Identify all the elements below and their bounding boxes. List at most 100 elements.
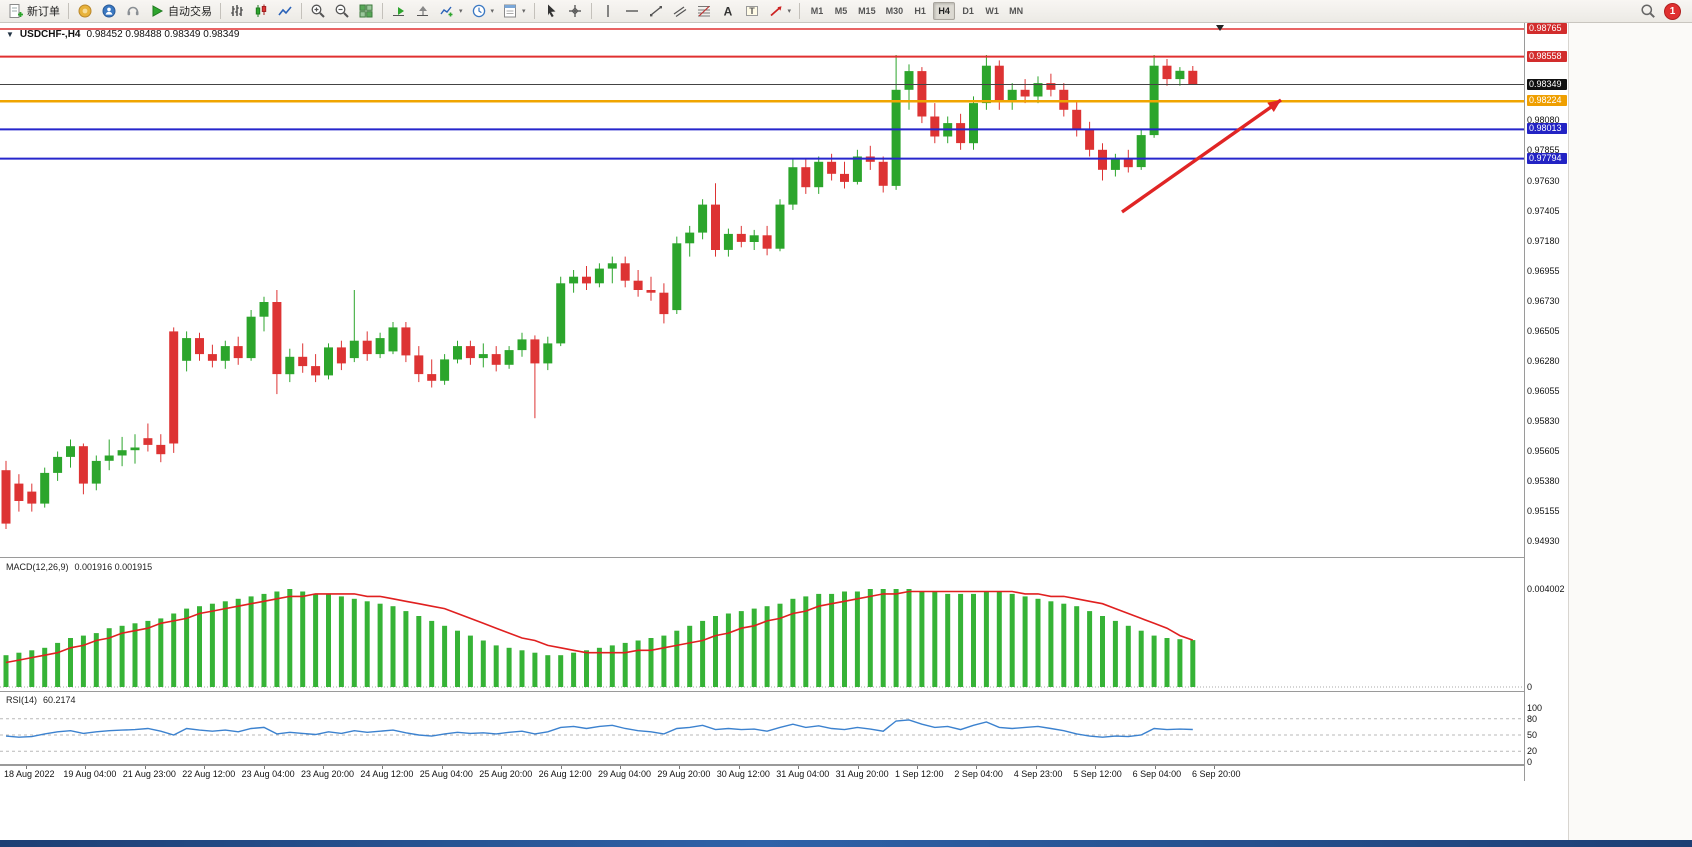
label-icon: T [745,6,758,16]
macd-bar [1125,625,1131,687]
label-button[interactable]: T [741,1,763,21]
macd-bar [700,620,706,687]
macd-bar [364,601,370,687]
cursor-button[interactable] [540,1,562,21]
scale-grid-label: 0.95605 [1527,446,1560,456]
symbol-dropdown-icon[interactable]: ▼ [6,30,14,39]
timeframe-m15[interactable]: M15 [854,2,880,20]
time-axis-tick [501,766,503,769]
candle-body [91,460,101,484]
macd-bar [906,589,912,687]
time-axis-tick [1214,766,1215,769]
macd-bar [42,647,48,687]
scale-grid-label: 100 [1527,703,1543,713]
macd-bar [132,623,138,687]
bottom-bar [0,840,1692,847]
chart-window: ▼ USDCHF-,H4 0.98452 0.98488 0.98349 0.9… [0,23,1568,840]
macd-bar [661,635,667,687]
line-chart-button[interactable] [274,1,296,21]
support-button[interactable] [122,1,144,21]
chart-shift-marker[interactable] [1216,25,1224,31]
crosshair-button[interactable] [564,1,586,21]
candle-body [504,350,514,365]
bar-chart-button[interactable] [226,1,248,21]
timeframe-h4[interactable]: H4 [933,2,956,20]
timeframe-m30[interactable]: M30 [882,2,908,20]
panel-separator[interactable] [0,557,1568,558]
macd-bar [3,655,9,687]
macd-bar [442,625,448,687]
candlestick-chart-button[interactable] [250,1,272,21]
candle-body [259,302,269,317]
periods-button[interactable]: ▾ [468,1,498,21]
price-chart[interactable] [0,23,1524,557]
zoom-out-button[interactable] [331,1,353,21]
notification-badge[interactable]: 1 [1664,2,1681,20]
macd-bar [1138,630,1144,687]
toolbar-separator [301,3,302,19]
indicators-button[interactable]: ▾ [436,1,466,21]
tile-windows-icon [359,4,373,18]
timeframe-m1[interactable]: M1 [806,2,828,20]
timeframe-w1[interactable]: W1 [981,2,1003,20]
timeframe-d1[interactable]: D1 [957,2,979,20]
price-scale[interactable]: 0.98080 0.97855 0.97630 0.97405 0.97180 0.969… [1525,23,1568,781]
timeframe-m5[interactable]: M5 [830,2,852,20]
macd-bar [584,650,589,687]
candle-body [1175,70,1185,80]
candle-body [1046,83,1056,90]
scale-grid-label: 0 [1527,682,1533,692]
trend-arrow[interactable] [1121,98,1282,214]
fibonacci-button[interactable] [693,1,715,21]
macd-bar [764,606,770,687]
candle-body [685,232,695,244]
vertical-line-button[interactable] [597,1,619,21]
market-button[interactable] [74,1,96,21]
candle-body [917,71,927,117]
rsi-panel[interactable] [0,692,1524,764]
panel-separator[interactable] [0,691,1568,692]
svg-text:A: A [723,5,732,19]
horizontal-line-icon [625,10,638,12]
time-axis-tick [323,766,324,769]
time-axis-tick [85,766,87,769]
time-axis-tick [144,766,146,769]
time-axis-tick [976,766,978,769]
vertical-line-icon [606,5,609,17]
channel-button[interactable] [669,1,691,21]
candle-body [530,339,540,364]
chart-shift-button[interactable] [412,1,434,21]
support-icon [127,6,139,16]
macd-bar [416,616,422,687]
candle-body [375,338,385,355]
candle-body [440,359,450,381]
new-order-button[interactable]: 新订单 [5,1,63,21]
trendline-button[interactable] [645,1,667,21]
autotrade-button[interactable]: 自动交易 [146,1,215,21]
candle-body [233,346,243,359]
candle-body [840,173,849,182]
time-axis-label: 1 Sep 12:00 [895,769,944,779]
timeframe-h1[interactable]: H1 [909,2,931,20]
templates-button[interactable]: ▾ [499,1,529,21]
horizontal-line-button[interactable] [621,1,643,21]
time-axis-label: 26 Aug 12:00 [538,769,592,779]
community-button[interactable] [98,1,120,21]
chevron-down-icon: ▾ [522,8,526,15]
zoom-in-button[interactable] [307,1,329,21]
macd-panel[interactable] [0,558,1524,691]
search-icon[interactable] [1640,3,1656,19]
timeframe-mn[interactable]: MN [1005,2,1027,20]
time-axis-label: 23 Aug 20:00 [301,769,355,779]
candle-body [1136,135,1146,168]
macd-bar [571,652,577,687]
panel-separator[interactable] [0,764,1568,765]
text-button[interactable]: A [717,1,739,21]
auto-scroll-button[interactable] [388,1,410,21]
macd-bar [816,593,822,687]
tile-windows-button[interactable] [355,1,377,21]
arrows-button[interactable]: ▾ [765,1,795,21]
scale-grid-label: 0.97180 [1527,236,1560,246]
rsi-line [5,719,1193,738]
candle-body [388,327,398,352]
